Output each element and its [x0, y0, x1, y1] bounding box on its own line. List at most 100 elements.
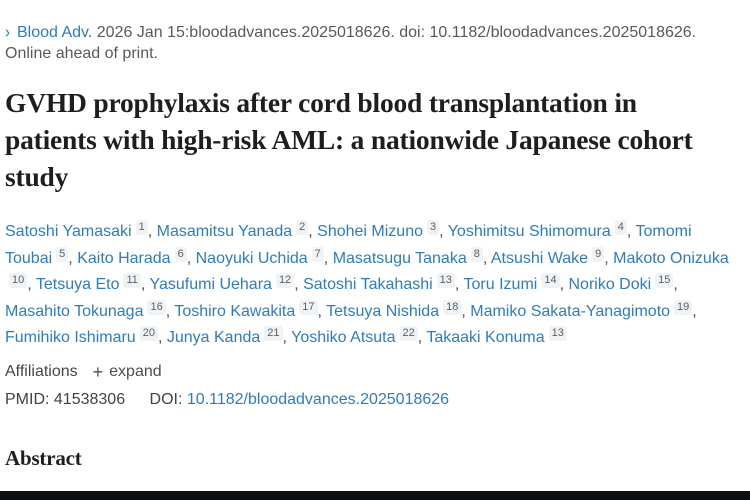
expand-affiliations-button[interactable]: + expand — [93, 363, 162, 381]
author-link[interactable]: Junya Kanda — [166, 329, 261, 346]
affiliation-superscript[interactable]: 3 — [426, 220, 440, 235]
affiliation-superscript[interactable]: 19 — [674, 299, 693, 315]
affiliation-superscript[interactable]: 4 — [614, 220, 627, 235]
author-separator: , — [626, 223, 632, 240]
affiliation-superscript[interactable]: 15 — [655, 273, 674, 288]
affiliation-superscript[interactable]: 1 — [135, 220, 148, 235]
author-item: Masahito Tokunaga 16, — [5, 299, 171, 320]
affiliation-superscript[interactable]: 12 — [275, 273, 295, 288]
author-link[interactable]: Fumihiko Ishimaru — [5, 329, 136, 346]
article-title: GVHD prophylaxis after cord blood transp… — [5, 87, 693, 192]
author-separator: , — [482, 249, 488, 267]
affiliation-superscript[interactable]: 20 — [139, 326, 158, 341]
author-separator: , — [294, 276, 299, 293]
affiliation-superscript[interactable]: 13 — [548, 326, 567, 341]
online-ahead-of-print: Online ahead of print. — [5, 45, 158, 62]
author-item: Makoto Onizuka 10, — [5, 249, 729, 293]
affiliation-superscript[interactable]: 7 — [311, 246, 324, 262]
affiliation-superscript[interactable]: 6 — [174, 246, 187, 262]
author-separator: , — [157, 329, 163, 346]
author-link[interactable]: Toshiro Kawakita — [174, 302, 296, 320]
identifiers-row: PMID: 41538306 DOI: 10.1182/bloodadvance… — [5, 391, 742, 409]
affiliation-superscript[interactable]: 13 — [436, 273, 455, 288]
abstract-heading: Abstract — [5, 445, 82, 470]
author-separator: , — [461, 302, 466, 320]
affiliation-superscript[interactable]: 9 — [592, 246, 605, 262]
author-link[interactable]: Makoto Onizuka — [613, 249, 729, 267]
citation-text: . 2026 Jan 15:bloodadvances.2025018626. … — [87, 24, 697, 41]
author-link[interactable]: Satoshi Yamasaki — [5, 223, 132, 240]
author-link[interactable]: Masamitsu Yanada — [156, 223, 293, 240]
expand-label: expand — [109, 362, 162, 380]
author-separator: , — [27, 276, 32, 293]
affiliations-label: Affiliations — [5, 362, 78, 380]
journal-chevron-icon[interactable]: › — [5, 22, 10, 43]
author-link[interactable]: Yoshimitsu Shimomura — [447, 223, 611, 240]
authors-list: Satoshi Yamasaki 1, Masamitsu Yanada 2, Sh… — [5, 219, 742, 352]
author-item: Satoshi Yamasaki 1, — [5, 220, 152, 240]
author-link[interactable]: Takaaki Konuma — [426, 329, 545, 346]
affiliation-superscript[interactable]: 2 — [296, 220, 309, 235]
author-link[interactable]: Atsushi Wake — [490, 249, 589, 267]
affiliation-superscript[interactable]: 17 — [299, 299, 318, 315]
affiliation-superscript[interactable]: 10 — [9, 273, 28, 288]
author-separator: , — [559, 276, 565, 293]
footer-dark-bar — [0, 491, 750, 500]
author-link[interactable]: Shohei Mizuno — [317, 223, 423, 240]
author-item: Shohei Mizuno 3, — [317, 220, 444, 240]
author-link[interactable]: Kaito Harada — [77, 249, 171, 267]
author-link[interactable]: Yoshiko Atsuta — [291, 329, 396, 346]
author-link[interactable]: Noriko Doki — [568, 276, 652, 293]
author-separator: , — [417, 329, 423, 346]
author-item: Noriko Doki 15, — [568, 273, 678, 293]
author-item: Yoshiko Atsuta 22, — [291, 326, 423, 346]
author-separator: , — [308, 223, 313, 240]
affiliation-superscript[interactable]: 5 — [56, 246, 69, 262]
author-link[interactable]: Satoshi Takahashi — [303, 276, 433, 293]
affiliation-superscript[interactable]: 14 — [541, 273, 560, 288]
author-link[interactable]: Masatsugu Tanaka — [332, 249, 467, 267]
author-link[interactable]: Tomomi Toubai — [5, 223, 692, 267]
author-item: Satoshi Takahashi 13, — [303, 273, 460, 293]
author-separator: , — [186, 249, 192, 267]
affiliation-superscript[interactable]: 18 — [443, 299, 462, 315]
author-link[interactable]: Tetsuya Nishida — [326, 302, 440, 320]
author-separator: , — [439, 223, 444, 240]
article-header: › Blood Adv. 2026 Jan 15:bloodadvances.20… — [5, 22, 742, 470]
author-separator: , — [317, 302, 322, 320]
author-item: Takaaki Konuma 13 — [426, 326, 567, 346]
plus-icon: + — [92, 361, 104, 382]
affiliations-row: Affiliations + expand — [5, 363, 742, 381]
author-item: Junya Kanda 21, — [166, 326, 287, 346]
author-item: Atsushi Wake 9, — [490, 246, 609, 267]
pmid-value: 41538306 — [53, 390, 126, 408]
doi-link[interactable]: 10.1182/bloodadvances.2025018626 — [186, 390, 450, 408]
author-link[interactable]: Masahito Tokunaga — [5, 302, 144, 320]
affiliation-superscript[interactable]: 11 — [123, 273, 141, 288]
author-item: Fumihiko Ishimaru 20, — [5, 326, 163, 346]
author-link[interactable]: Mamiko Sakata-Yanagimoto — [470, 302, 671, 320]
author-item: Yasufumi Uehara 12, — [149, 273, 299, 293]
author-separator: , — [165, 302, 171, 320]
author-link[interactable]: Toru Izumi — [463, 276, 538, 293]
author-separator: , — [323, 249, 329, 267]
affiliation-superscript[interactable]: 21 — [264, 326, 283, 341]
citation-line: › Blood Adv. 2026 Jan 15:bloodadvances.20… — [5, 22, 742, 64]
affiliation-superscript[interactable]: 22 — [399, 326, 418, 341]
author-item: Toru Izumi 14, — [463, 273, 565, 293]
journal-link[interactable]: Blood Adv — [17, 24, 88, 41]
author-item: Tetsuya Nishida 18, — [326, 299, 466, 320]
author-separator: , — [282, 329, 287, 346]
affiliation-superscript[interactable]: 16 — [147, 299, 166, 315]
author-separator: , — [692, 302, 697, 320]
author-separator: , — [68, 249, 73, 267]
affiliation-superscript[interactable]: 8 — [470, 246, 483, 262]
author-separator: , — [454, 276, 460, 293]
author-link[interactable]: Yasufumi Uehara — [149, 276, 272, 293]
author-separator: , — [140, 276, 146, 293]
author-item: Masamitsu Yanada 2, — [156, 220, 313, 240]
author-link[interactable]: Tetsuya Eto — [35, 276, 120, 293]
author-separator: , — [604, 249, 609, 267]
pmid-label: PMID: — [5, 390, 50, 408]
author-link[interactable]: Naoyuki Uchida — [195, 249, 308, 267]
